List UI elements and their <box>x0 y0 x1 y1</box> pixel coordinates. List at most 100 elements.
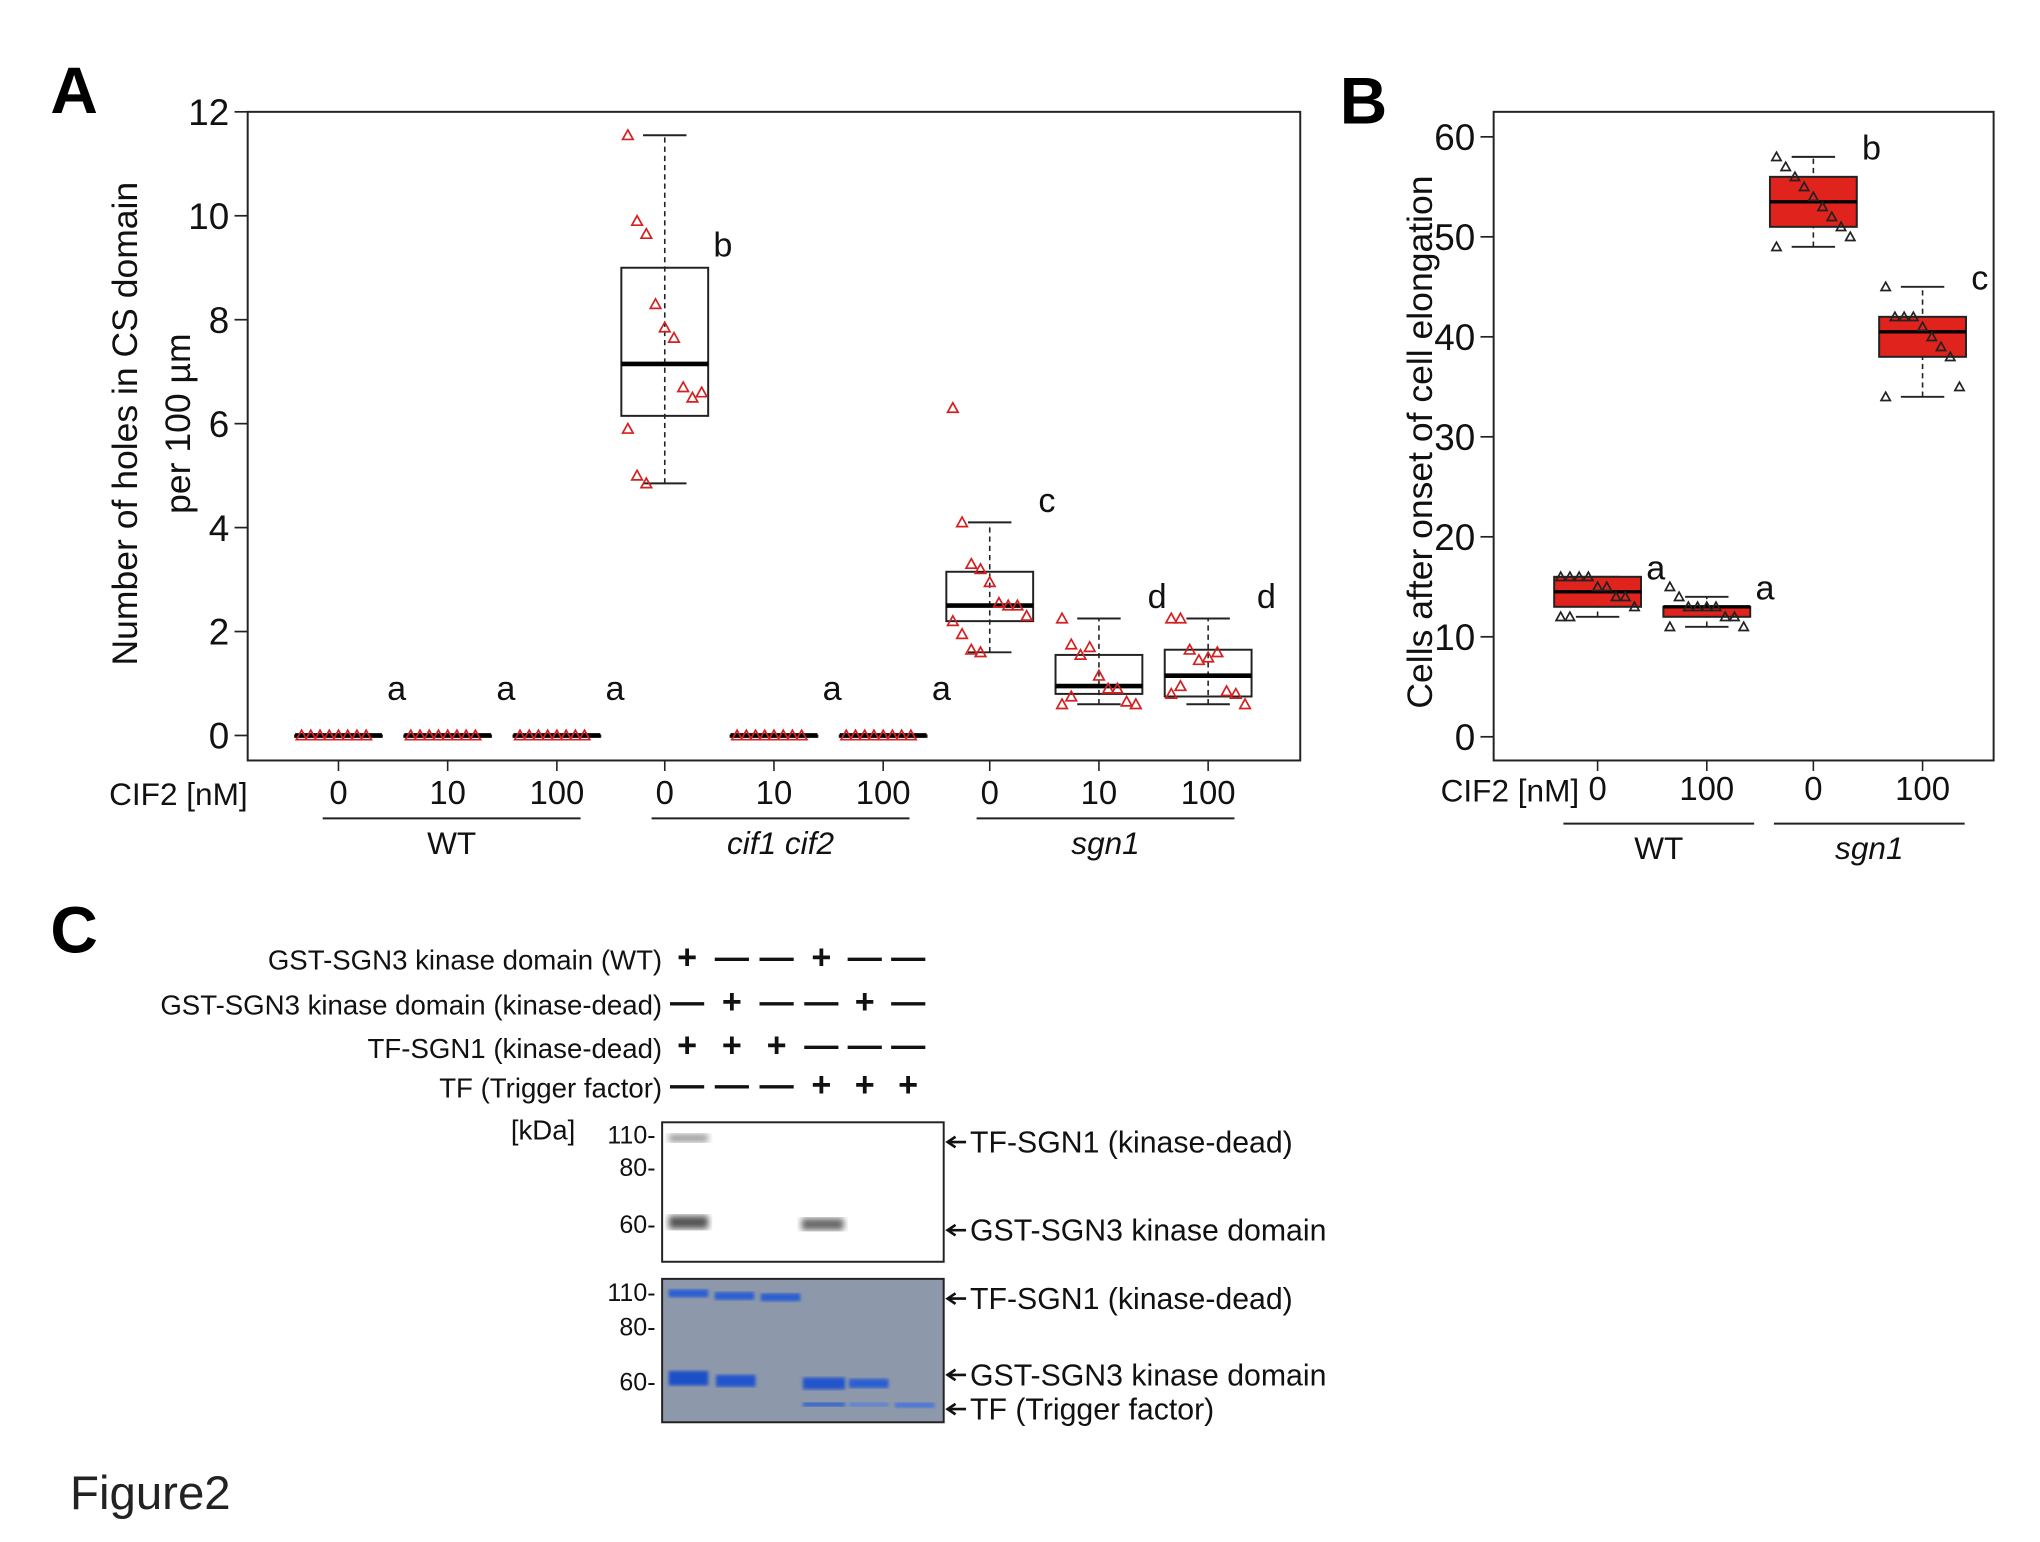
group-label: WT <box>1634 830 1683 866</box>
data-point <box>839 728 853 741</box>
minus-sign: — <box>715 1066 750 1104</box>
data-point <box>1825 210 1838 222</box>
minus-sign: — <box>804 1027 839 1065</box>
data-point <box>1591 580 1604 592</box>
data-point <box>776 728 790 741</box>
data-point <box>1082 640 1097 653</box>
data-point <box>739 728 754 741</box>
data-point <box>1192 653 1206 666</box>
figure-label: Figure2 <box>70 1467 231 1520</box>
x-axis-title-a: CIF2 [nM] <box>109 776 248 812</box>
data-point <box>621 421 635 434</box>
data-point <box>685 390 700 403</box>
kda-marker: 110- <box>607 1279 655 1307</box>
data-point <box>1879 390 1892 402</box>
x-tick-label: 10 <box>1081 774 1118 811</box>
significance-letter: c <box>1971 259 1988 297</box>
box <box>1054 653 1144 695</box>
significance-letter: a <box>606 670 626 708</box>
data-point <box>1554 570 1567 582</box>
plus-sign: + <box>677 938 697 976</box>
data-point <box>1164 611 1178 624</box>
data-point <box>1619 590 1632 602</box>
y-tick-label: 30 <box>1434 417 1475 458</box>
group-label: sgn1 <box>1835 830 1903 866</box>
band <box>668 1370 709 1386</box>
minus-sign: — <box>804 983 839 1021</box>
data-point <box>973 562 988 575</box>
data-point <box>867 728 881 741</box>
significance-letter: b <box>713 227 732 265</box>
data-point <box>1573 570 1586 582</box>
data-point <box>450 728 464 741</box>
data-point <box>730 728 744 741</box>
panel-label-a: A <box>50 53 97 127</box>
data-point <box>1210 645 1225 658</box>
data-point <box>1001 598 1015 611</box>
group-label: WT <box>427 825 476 861</box>
data-point <box>1101 681 1115 694</box>
data-point <box>658 320 672 333</box>
data-point <box>1092 668 1106 681</box>
significance-letter: a <box>1755 569 1775 607</box>
data-point <box>973 645 988 658</box>
data-point <box>1934 340 1948 352</box>
data-point <box>1164 686 1178 699</box>
data-point <box>1916 320 1929 332</box>
data-point <box>413 728 427 741</box>
data-point <box>1879 280 1892 292</box>
data-point <box>1219 684 1234 697</box>
kda-marker: 110- <box>607 1121 655 1149</box>
data-point <box>1770 150 1783 162</box>
data-point <box>1563 610 1576 622</box>
y-tick-label: 50 <box>1434 217 1475 258</box>
data-point <box>964 642 979 655</box>
x-tick-label: 100 <box>856 774 911 811</box>
arrow-icon <box>945 1223 967 1237</box>
band-label: TF-SGN1 (kinase-dead) <box>970 1127 1293 1160</box>
data-point <box>331 728 346 741</box>
data-point <box>359 728 373 741</box>
band <box>801 1218 844 1231</box>
data-point <box>340 728 355 741</box>
y-tick-label: 0 <box>209 716 229 757</box>
data-point <box>1238 697 1252 710</box>
data-point <box>1173 679 1188 692</box>
data-point <box>1173 611 1188 624</box>
data-point <box>304 728 318 741</box>
minus-sign: — <box>848 1027 883 1065</box>
data-point <box>1064 689 1078 702</box>
x-tick-label: 100 <box>529 774 584 811</box>
band <box>848 1402 889 1407</box>
plot-frame-b <box>1492 110 1995 762</box>
data-point <box>1201 650 1215 663</box>
band <box>668 1289 709 1298</box>
arrow-icon <box>945 1135 967 1149</box>
arrow-icon <box>945 1402 967 1416</box>
y-tick-label: 10 <box>1434 617 1475 658</box>
data-point <box>676 380 690 393</box>
data-point <box>1779 160 1792 172</box>
significance-letter: d <box>1257 578 1276 616</box>
data-point <box>955 515 969 528</box>
band-label: TF (Trigger factor) <box>970 1394 1214 1427</box>
group-label: sgn1 <box>1071 825 1139 861</box>
condition-label: GST-SGN3 kinase domain (kinase-dead) <box>160 989 662 1020</box>
data-point <box>540 728 555 741</box>
data-point <box>648 297 663 310</box>
minus-sign: — <box>891 983 926 1021</box>
y-axis-label-b: Cells after onset of cell elongation <box>1400 176 1440 709</box>
data-point <box>531 728 546 741</box>
plus-sign: + <box>898 1066 918 1104</box>
condition-label: TF-SGN1 (kinase-dead) <box>368 1033 663 1064</box>
y-tick-label: 0 <box>1455 717 1475 758</box>
data-point <box>1129 697 1143 710</box>
band <box>760 1293 801 1302</box>
x-tick-label: 100 <box>1181 774 1236 811</box>
data-point <box>1628 600 1641 612</box>
data-point <box>848 728 863 741</box>
data-point <box>946 614 960 627</box>
data-point <box>1582 570 1595 582</box>
significance-letter: a <box>823 670 843 708</box>
significance-letter: d <box>1148 578 1167 616</box>
